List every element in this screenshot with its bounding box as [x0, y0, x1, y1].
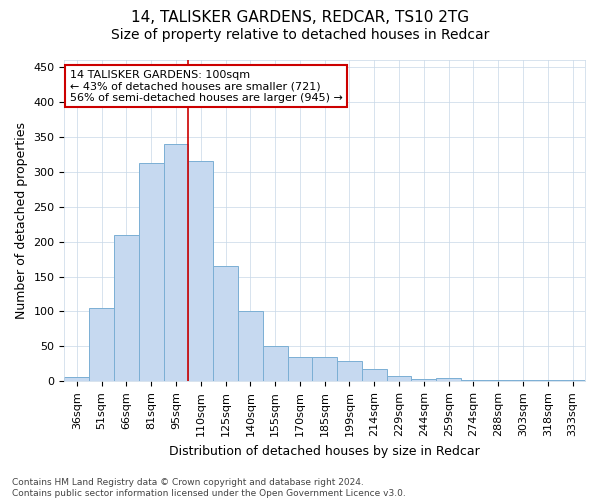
- Bar: [535, 380, 560, 382]
- Bar: [461, 380, 486, 382]
- Bar: [436, 378, 461, 382]
- Bar: [287, 357, 313, 382]
- Y-axis label: Number of detached properties: Number of detached properties: [15, 122, 28, 319]
- Bar: [139, 162, 164, 382]
- Bar: [511, 380, 535, 382]
- Bar: [337, 361, 362, 382]
- Bar: [313, 357, 337, 382]
- Bar: [114, 236, 139, 382]
- Bar: [164, 144, 188, 382]
- Text: 14 TALISKER GARDENS: 100sqm
← 43% of detached houses are smaller (721)
56% of se: 14 TALISKER GARDENS: 100sqm ← 43% of det…: [70, 70, 343, 103]
- Text: Contains HM Land Registry data © Crown copyright and database right 2024.
Contai: Contains HM Land Registry data © Crown c…: [12, 478, 406, 498]
- Bar: [64, 377, 89, 382]
- Bar: [412, 378, 436, 382]
- Bar: [560, 380, 585, 382]
- Bar: [89, 308, 114, 382]
- Bar: [486, 380, 511, 382]
- Text: Size of property relative to detached houses in Redcar: Size of property relative to detached ho…: [111, 28, 489, 42]
- Bar: [213, 266, 238, 382]
- Text: 14, TALISKER GARDENS, REDCAR, TS10 2TG: 14, TALISKER GARDENS, REDCAR, TS10 2TG: [131, 10, 469, 25]
- X-axis label: Distribution of detached houses by size in Redcar: Distribution of detached houses by size …: [169, 444, 480, 458]
- Bar: [362, 370, 386, 382]
- Bar: [386, 376, 412, 382]
- Bar: [188, 162, 213, 382]
- Bar: [238, 312, 263, 382]
- Bar: [263, 346, 287, 382]
